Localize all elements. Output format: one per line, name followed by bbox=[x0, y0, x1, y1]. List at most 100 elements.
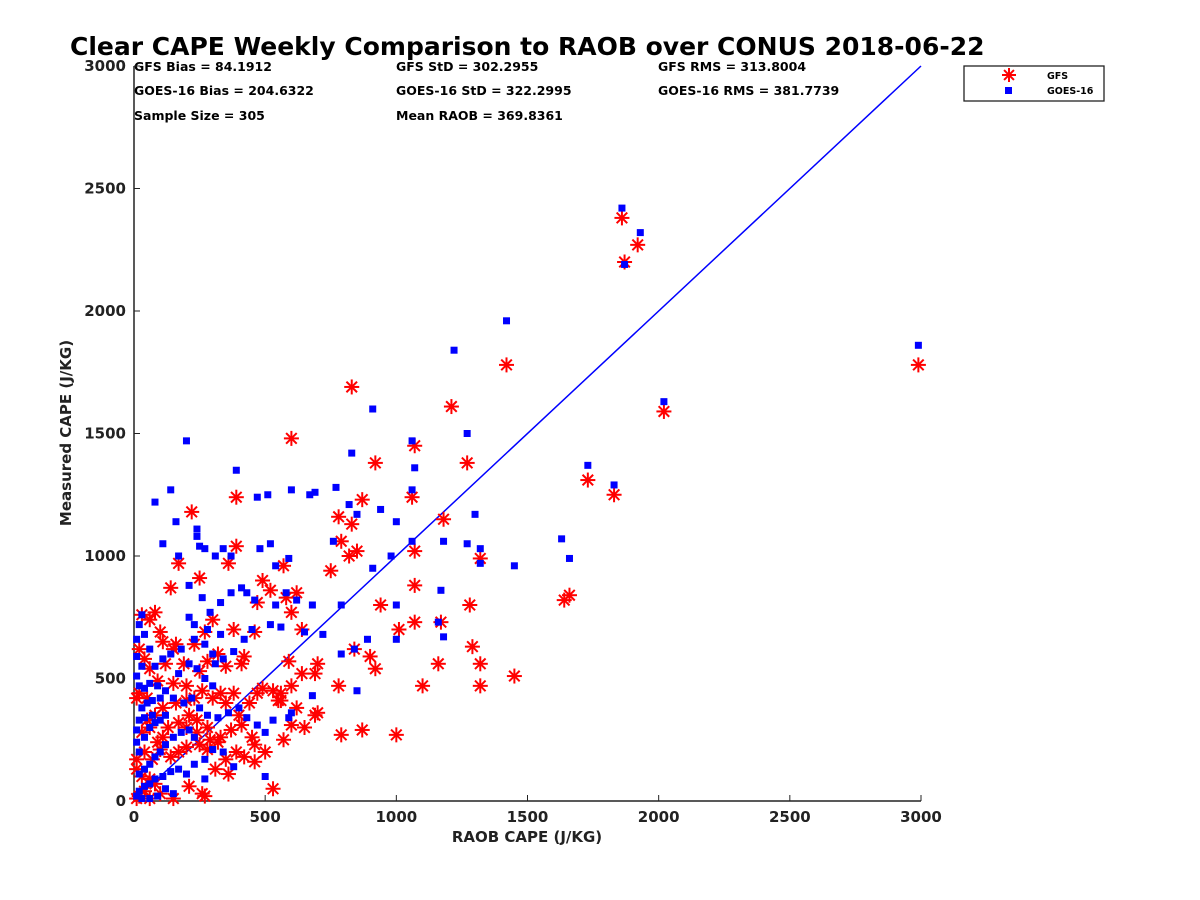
goes16-point bbox=[285, 714, 293, 722]
goes16-point bbox=[135, 621, 143, 629]
stat-goes-std: GOES-16 StD = 322.2995 bbox=[396, 83, 572, 98]
goes16-point bbox=[251, 596, 259, 604]
legend-goes16-label: GOES-16 bbox=[1047, 86, 1094, 97]
goes16-point bbox=[201, 640, 209, 648]
legend: GFS GOES-16 bbox=[963, 65, 1105, 102]
gfs-point bbox=[228, 538, 244, 554]
x-tick-label: 1000 bbox=[375, 808, 417, 826]
goes16-point bbox=[285, 554, 293, 562]
y-axis-label: Measured CAPE (J/KG) bbox=[57, 340, 75, 526]
gfs-point bbox=[472, 656, 488, 672]
goes16-point bbox=[392, 518, 400, 526]
gfs-point bbox=[430, 656, 446, 672]
goes16-point bbox=[392, 601, 400, 609]
goes16-point bbox=[287, 709, 295, 717]
goes16-point bbox=[172, 518, 180, 526]
goes16-point bbox=[135, 682, 143, 690]
goes16-point bbox=[177, 645, 185, 653]
gfs-point bbox=[265, 683, 281, 699]
goes16-point bbox=[217, 599, 225, 607]
goes16-point bbox=[253, 721, 261, 729]
goes16-point bbox=[353, 510, 361, 518]
goes16-point bbox=[138, 704, 146, 712]
gfs-point bbox=[307, 666, 323, 682]
goes16-point bbox=[329, 537, 337, 545]
goes16-point bbox=[209, 746, 217, 754]
goes16-point bbox=[156, 694, 164, 702]
goes16-point bbox=[266, 540, 274, 548]
gfs-point bbox=[163, 749, 179, 765]
goes16-point bbox=[185, 660, 193, 668]
goes16-point bbox=[558, 535, 566, 543]
gfs-point bbox=[464, 639, 480, 655]
gfs-point bbox=[199, 742, 215, 758]
gfs-point bbox=[165, 791, 181, 807]
gfs-point bbox=[129, 751, 145, 767]
goes16-point bbox=[450, 346, 458, 354]
goes16-point bbox=[282, 589, 290, 597]
goes16-point bbox=[243, 589, 251, 597]
goes16-point bbox=[196, 542, 204, 550]
x-tick-label: 3000 bbox=[900, 808, 942, 826]
gfs-point bbox=[556, 592, 572, 608]
gfs-point bbox=[580, 472, 596, 488]
goes16-point bbox=[151, 753, 159, 761]
gfs-point bbox=[257, 744, 273, 760]
goes16-point bbox=[471, 510, 479, 518]
legend-gfs-marker bbox=[1002, 68, 1016, 82]
gfs-point bbox=[283, 678, 299, 694]
gfs-point bbox=[171, 744, 187, 760]
goes16-point bbox=[230, 763, 238, 771]
goes16-point bbox=[266, 621, 274, 629]
gfs-point bbox=[226, 685, 242, 701]
goes16-point bbox=[146, 679, 154, 687]
gfs-point bbox=[228, 744, 244, 760]
gfs-point bbox=[255, 680, 271, 696]
gfs-point bbox=[262, 582, 278, 598]
goes16-point bbox=[437, 586, 445, 594]
goes16-point bbox=[135, 787, 143, 795]
goes16-point bbox=[261, 773, 269, 780]
gfs-point bbox=[606, 487, 622, 503]
goes16-point bbox=[135, 770, 143, 778]
gfs-point bbox=[226, 622, 242, 637]
gfs-point bbox=[228, 489, 244, 505]
goes16-point bbox=[182, 770, 190, 778]
legend-box bbox=[963, 65, 1105, 102]
gfs-point bbox=[181, 707, 197, 723]
x-axis-label: RAOB CAPE (J/KG) bbox=[452, 828, 602, 846]
gfs-point bbox=[265, 781, 281, 797]
x-tick-label: 0 bbox=[129, 808, 139, 826]
goes16-point bbox=[140, 630, 148, 638]
goes16-point bbox=[363, 635, 371, 643]
gfs-point bbox=[223, 722, 239, 738]
gfs-point bbox=[404, 489, 420, 505]
goes16-point bbox=[154, 682, 162, 690]
goes16-point bbox=[618, 204, 626, 212]
goes16-point bbox=[193, 525, 201, 533]
goes16-point bbox=[140, 714, 148, 722]
gfs-point bbox=[276, 732, 292, 748]
goes16-point bbox=[476, 545, 484, 553]
goes16-point bbox=[146, 760, 154, 768]
gfs-point bbox=[171, 715, 187, 731]
goes16-point bbox=[434, 618, 442, 626]
gfs-point bbox=[910, 357, 926, 373]
goes16-point bbox=[146, 795, 154, 803]
gfs-point bbox=[362, 648, 378, 664]
legend-gfs-label: GFS bbox=[1047, 71, 1068, 82]
goes16-point bbox=[167, 768, 175, 776]
goes16-point bbox=[140, 782, 148, 790]
gfs-point bbox=[323, 563, 339, 579]
goes16-point bbox=[235, 704, 243, 712]
gfs-point bbox=[192, 570, 208, 586]
y-tick-label: 2500 bbox=[84, 180, 126, 198]
gfs-point bbox=[163, 580, 179, 596]
goes16-point bbox=[440, 633, 448, 641]
gfs-point bbox=[218, 695, 234, 711]
goes16-point bbox=[408, 537, 416, 545]
x-tick-label: 2000 bbox=[638, 808, 680, 826]
gfs-point bbox=[656, 403, 672, 419]
stat-mean-raob: Mean RAOB = 369.8361 bbox=[396, 108, 563, 123]
goes16-point bbox=[272, 601, 280, 609]
